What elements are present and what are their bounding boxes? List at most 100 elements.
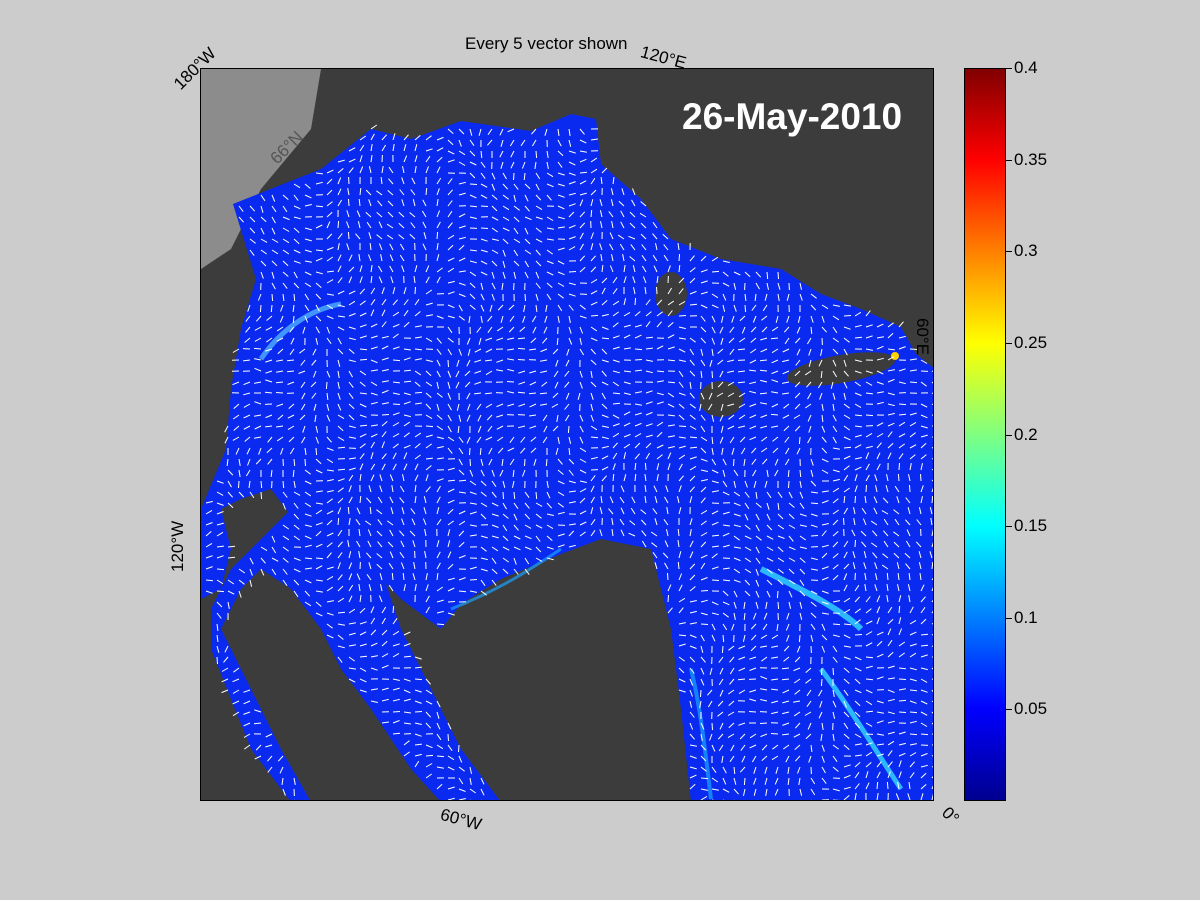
vector-arrow (761, 755, 768, 761)
vector-arrow (358, 529, 361, 537)
vector-arrow (909, 358, 917, 361)
vector-arrow (612, 442, 618, 449)
vector-arrow (381, 629, 388, 636)
vector-arrow (734, 799, 735, 800)
vector-arrow (799, 601, 803, 609)
vector-arrow (568, 530, 575, 537)
vector-arrow (469, 161, 477, 166)
vector-arrow (590, 359, 597, 366)
vector-arrow (678, 264, 681, 273)
vector-arrow (753, 480, 757, 488)
vector-arrow (348, 457, 356, 460)
vector-arrow (458, 161, 466, 166)
vector-arrow (634, 324, 642, 328)
vector-arrow (689, 600, 697, 603)
vector-arrow (243, 359, 251, 362)
vector-arrow (337, 348, 344, 355)
vector-arrow (601, 370, 607, 377)
vector-arrow (566, 348, 570, 356)
vector-arrow (568, 211, 575, 218)
vector-arrow (400, 562, 405, 570)
vector-arrow (700, 269, 708, 273)
vector-arrow (909, 454, 916, 460)
vector-arrow (541, 381, 548, 387)
vector-arrow (689, 667, 695, 674)
vector-arrow (794, 381, 801, 388)
vector-arrow (645, 299, 651, 306)
vector-arrow (513, 502, 519, 509)
vector-arrow (289, 447, 295, 455)
vector-arrow (370, 346, 378, 350)
vector-arrow (524, 502, 530, 509)
vector-arrow (865, 432, 873, 438)
vector-arrow (794, 425, 801, 432)
vector-arrow (727, 733, 735, 739)
vector-arrow (403, 584, 406, 592)
vector-arrow (458, 447, 464, 455)
vector-arrow (337, 585, 344, 592)
vector-arrow (568, 304, 574, 311)
vector-arrow (738, 689, 746, 695)
vector-arrow (700, 744, 707, 751)
vector-arrow (931, 487, 933, 493)
vector-arrow (600, 496, 603, 504)
vector-arrow (794, 722, 801, 729)
vector-arrow (804, 711, 812, 716)
vector-arrow (265, 425, 273, 428)
vector-arrow (524, 293, 526, 302)
vector-arrow (709, 667, 713, 675)
vector-arrow (883, 540, 889, 548)
vector-arrow (470, 799, 472, 800)
vector-arrow (304, 513, 312, 517)
vector-arrow (782, 700, 790, 704)
vector-arrow (546, 513, 554, 516)
vector-arrow (678, 392, 686, 396)
vector-arrow (810, 535, 819, 537)
vector-arrow (810, 788, 816, 796)
vector-arrow (759, 392, 768, 395)
vector-arrow (436, 573, 439, 581)
vector-arrow (304, 524, 312, 528)
vector-arrow (348, 467, 356, 471)
vector-arrow (348, 198, 350, 207)
vector-arrow (810, 502, 819, 505)
vector-arrow (579, 304, 586, 310)
vector-arrow (337, 611, 346, 614)
vector-arrow (456, 403, 460, 411)
vector-arrow (771, 326, 779, 332)
vector-arrow (205, 579, 214, 582)
vector-arrow (293, 183, 301, 189)
vector-arrow (513, 216, 520, 223)
vector-arrow (920, 485, 924, 493)
vector-arrow (644, 485, 647, 493)
vector-arrow (727, 370, 735, 373)
vector-arrow (789, 799, 790, 800)
vector-arrow (480, 568, 488, 572)
vector-arrow (711, 315, 716, 323)
vector-arrow (667, 300, 675, 306)
vector-arrow (898, 368, 906, 372)
vector-arrow (623, 411, 631, 416)
vector-arrow (337, 177, 342, 185)
vector-arrow (601, 466, 609, 471)
vector-arrow (794, 337, 801, 344)
vector-arrow (761, 447, 768, 453)
vector-arrow (567, 425, 570, 434)
vector-arrow (348, 254, 353, 262)
vector-arrow (720, 425, 724, 433)
vector-arrow (469, 183, 478, 185)
vector-arrow (579, 531, 586, 537)
vector-arrow (772, 436, 779, 442)
vector-arrow (524, 227, 529, 235)
vector-arrow (313, 403, 317, 411)
vector-arrow (887, 332, 894, 339)
vector-arrow (491, 282, 496, 290)
vector-arrow (513, 535, 521, 540)
vector-arrow (414, 166, 417, 174)
vector-arrow (337, 290, 345, 295)
vector-arrow (502, 194, 509, 200)
vector-arrow (535, 227, 542, 233)
vector-arrow (259, 304, 262, 313)
vector-arrow (216, 601, 223, 608)
vector-arrow (447, 733, 449, 742)
